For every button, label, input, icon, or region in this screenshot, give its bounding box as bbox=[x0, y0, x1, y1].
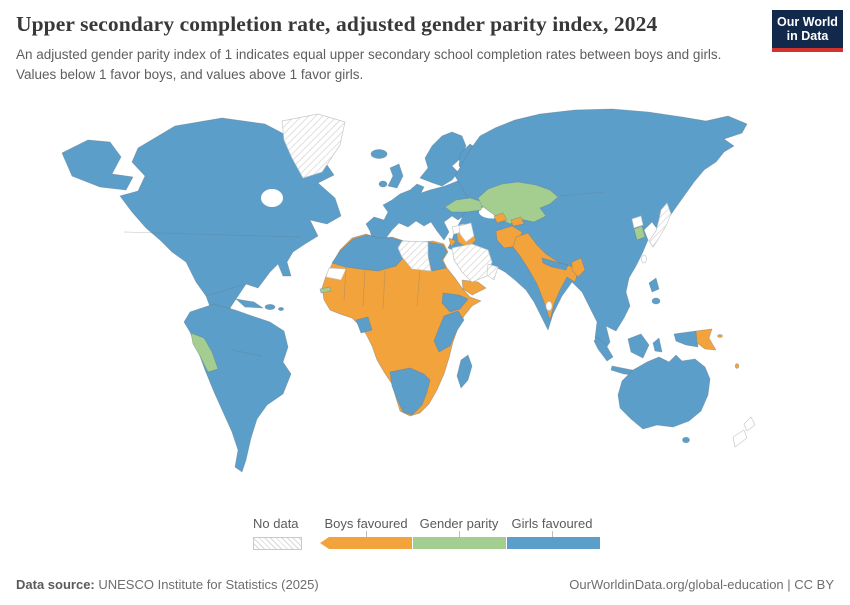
region-madagascar[interactable] bbox=[456, 354, 473, 389]
legend-segment-parity[interactable] bbox=[413, 537, 506, 549]
region-north-korea[interactable] bbox=[631, 215, 644, 229]
legend-no-data-label: No data bbox=[253, 516, 299, 531]
region-sri-lanka[interactable] bbox=[545, 301, 553, 311]
region-solomon-islands[interactable] bbox=[717, 334, 723, 338]
region-vanuatu[interactable] bbox=[734, 363, 740, 369]
region-alaska[interactable] bbox=[61, 139, 134, 191]
region-kenya-tanzania[interactable] bbox=[433, 310, 465, 353]
region-asia[interactable] bbox=[447, 108, 748, 355]
region-pakistan-india[interactable] bbox=[512, 232, 579, 321]
region-philippines[interactable] bbox=[648, 277, 660, 293]
region-japan[interactable] bbox=[648, 202, 672, 248]
legend-tick-parity bbox=[459, 531, 460, 537]
region-ethiopia[interactable] bbox=[441, 292, 469, 313]
owid-logo-line2: in Data bbox=[786, 29, 829, 43]
region-tajikistan[interactable] bbox=[510, 216, 525, 227]
region-azerbaijan[interactable] bbox=[493, 212, 508, 224]
region-greece[interactable] bbox=[458, 222, 475, 243]
chart-footer: Data source: UNESCO Institute for Statis… bbox=[0, 577, 850, 592]
region-tasmania[interactable] bbox=[682, 436, 690, 444]
map-legend: No data Boys favoured Gender parity Girl… bbox=[0, 516, 850, 552]
owid-logo[interactable]: Our World in Data bbox=[772, 10, 843, 52]
region-sumatra[interactable] bbox=[593, 336, 614, 362]
region-new-zealand-north[interactable] bbox=[743, 416, 756, 432]
region-jordan[interactable] bbox=[448, 237, 457, 248]
region-scandinavia[interactable] bbox=[419, 131, 467, 187]
region-sulawesi[interactable] bbox=[652, 337, 663, 353]
legend-tick-boys bbox=[366, 531, 367, 537]
region-united-kingdom[interactable] bbox=[387, 163, 404, 189]
region-gabon[interactable] bbox=[355, 316, 373, 334]
region-southern-africa[interactable] bbox=[389, 367, 431, 416]
region-papua-new-guinea[interactable] bbox=[695, 328, 717, 351]
legend-segment-boys[interactable] bbox=[320, 537, 412, 549]
region-yemen[interactable] bbox=[461, 279, 487, 296]
legend-girls-label: Girls favoured bbox=[511, 516, 593, 531]
region-borneo[interactable] bbox=[627, 333, 650, 359]
region-peru[interactable] bbox=[190, 332, 219, 373]
region-western-sahara[interactable] bbox=[325, 267, 347, 281]
chart-subtitle: An adjusted gender parity index of 1 ind… bbox=[16, 47, 722, 83]
legend-boys-label: Boys favoured bbox=[324, 516, 408, 531]
legend-no-data-swatch[interactable] bbox=[253, 537, 302, 550]
legend-tick-girls bbox=[552, 531, 553, 537]
region-iceland[interactable] bbox=[370, 149, 388, 159]
region-philippines-south[interactable] bbox=[651, 297, 661, 305]
owid-logo-line1: Our World bbox=[777, 14, 838, 29]
region-west-new-guinea[interactable] bbox=[673, 330, 699, 348]
region-bangladesh[interactable] bbox=[571, 257, 586, 278]
region-ireland[interactable] bbox=[378, 180, 388, 188]
region-egypt[interactable] bbox=[427, 241, 448, 272]
owid-url-link[interactable]: OurWorldinData.org/global-education | CC… bbox=[569, 577, 834, 592]
region-hispaniola[interactable] bbox=[264, 304, 276, 310]
legend-segment-girls[interactable] bbox=[507, 537, 600, 549]
region-south-korea[interactable] bbox=[633, 225, 646, 241]
region-oman[interactable] bbox=[486, 263, 499, 281]
data-source-text: UNESCO Institute for Statistics (2025) bbox=[94, 577, 319, 592]
region-maghreb[interactable] bbox=[331, 234, 404, 272]
region-australia[interactable] bbox=[617, 354, 711, 430]
region-gambia[interactable] bbox=[319, 286, 332, 294]
legend-color-bar bbox=[320, 537, 600, 549]
region-new-zealand-south[interactable] bbox=[732, 429, 748, 448]
region-cuba[interactable] bbox=[235, 298, 264, 309]
hudson-bay bbox=[261, 189, 283, 207]
region-taiwan[interactable] bbox=[641, 254, 647, 264]
chart-header: Upper secondary completion rate, adjuste… bbox=[16, 12, 756, 86]
country-borders bbox=[123, 191, 605, 357]
region-libya[interactable] bbox=[397, 240, 432, 272]
region-greenland[interactable] bbox=[281, 113, 346, 179]
data-source-label: Data source: bbox=[16, 577, 95, 592]
chart-title: Upper secondary completion rate, adjuste… bbox=[16, 12, 658, 36]
region-nepal[interactable] bbox=[541, 257, 569, 271]
region-north-america[interactable] bbox=[119, 117, 342, 335]
legend-parity-label: Gender parity bbox=[419, 516, 499, 531]
region-puerto-rico[interactable] bbox=[278, 307, 284, 311]
region-saudi-arabia[interactable] bbox=[451, 243, 493, 283]
data-source: Data source: UNESCO Institute for Statis… bbox=[16, 577, 319, 592]
region-south-america[interactable] bbox=[183, 303, 292, 473]
